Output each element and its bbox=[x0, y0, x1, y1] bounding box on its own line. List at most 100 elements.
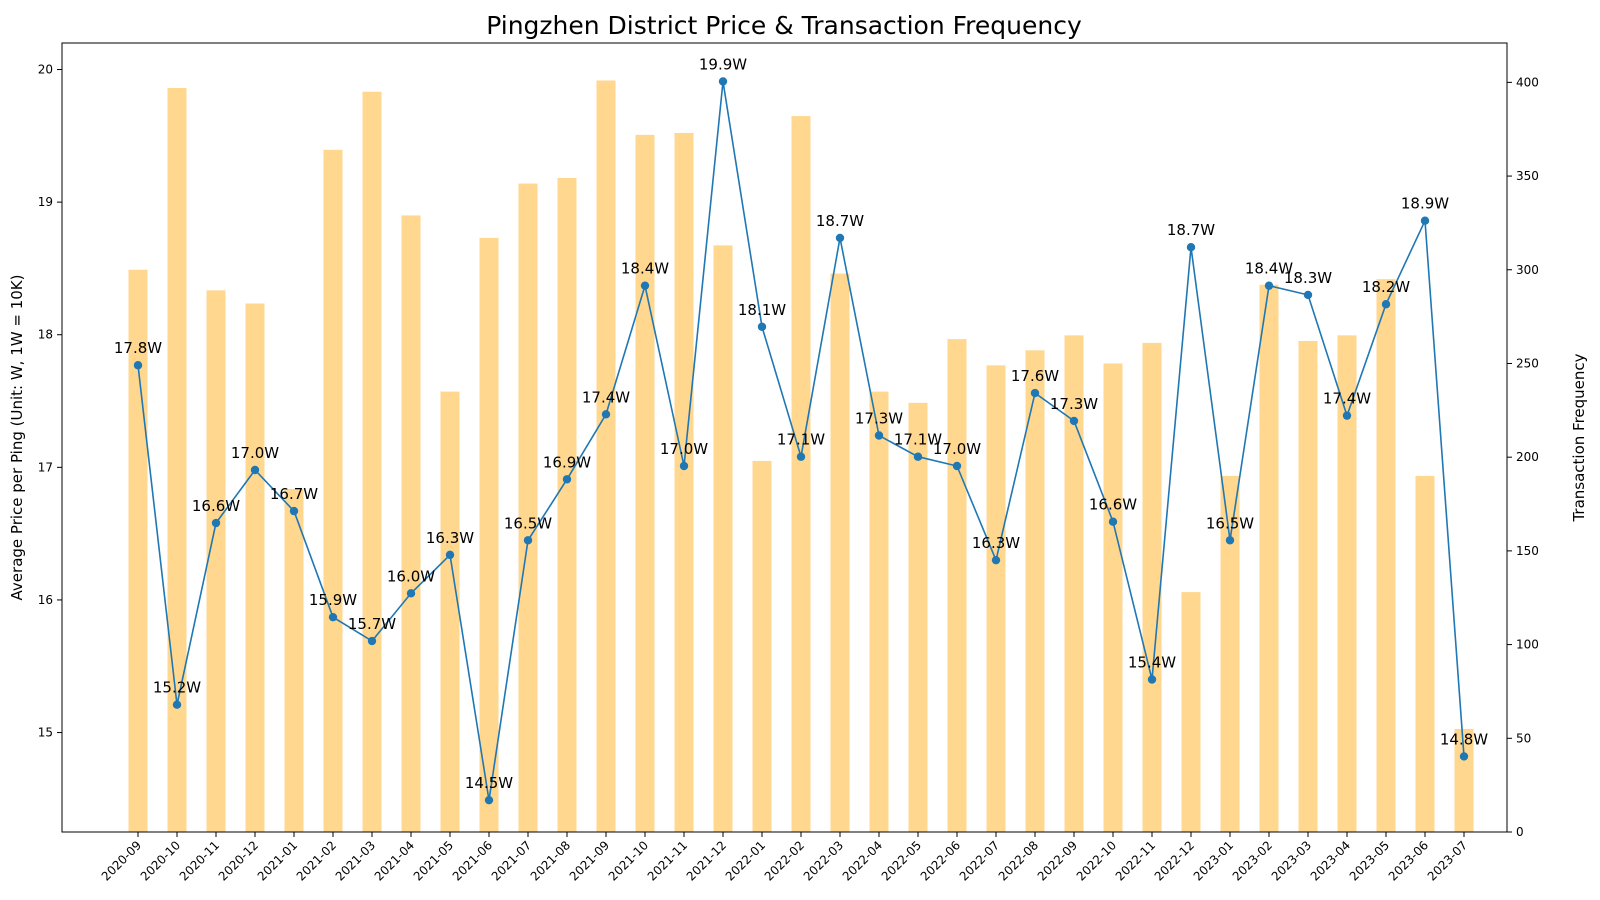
price-point bbox=[1225, 536, 1235, 545]
price-data-label: 18.4W bbox=[621, 260, 669, 278]
frequency-bar bbox=[1064, 335, 1084, 832]
left-axis-tick-label: 17 bbox=[38, 460, 53, 474]
right-axis-tick-label: 300 bbox=[1516, 263, 1539, 277]
frequency-bar bbox=[557, 177, 577, 833]
price-point bbox=[1264, 281, 1274, 290]
price-point bbox=[445, 550, 455, 560]
x-axis-tick-label: 2020-09 bbox=[99, 838, 144, 883]
frequency-bar bbox=[1220, 475, 1240, 832]
frequency-bar bbox=[479, 237, 499, 833]
price-data-label: 17.0W bbox=[231, 444, 279, 462]
price-data-label: 15.2W bbox=[153, 679, 201, 697]
price-point bbox=[367, 636, 377, 646]
right-axis-tick-label: 150 bbox=[1516, 544, 1539, 558]
frequency-bar bbox=[1142, 342, 1162, 832]
price-point bbox=[952, 461, 962, 471]
price-data-label: 16.3W bbox=[972, 534, 1020, 552]
price-data-label: 17.8W bbox=[114, 339, 162, 357]
price-point bbox=[1108, 517, 1118, 526]
price-point bbox=[289, 506, 299, 516]
price-data-label: 18.1W bbox=[738, 301, 786, 319]
frequency-bar bbox=[908, 402, 928, 832]
x-axis-tick-label: 2022-08 bbox=[996, 838, 1041, 883]
price-data-label: 17.1W bbox=[777, 431, 825, 449]
price-point bbox=[1459, 752, 1469, 761]
price-point bbox=[991, 555, 1001, 565]
right-axis-tick-label: 400 bbox=[1516, 75, 1539, 89]
x-axis-tick-label: 2021-01 bbox=[255, 838, 300, 883]
x-axis-tick-label: 2022-05 bbox=[879, 838, 924, 883]
price-data-label: 16.5W bbox=[1206, 514, 1254, 532]
right-axis-tick-label: 200 bbox=[1516, 450, 1539, 464]
frequency-bar bbox=[1337, 335, 1357, 832]
x-axis-tick-label: 2022-09 bbox=[1035, 838, 1080, 883]
left-axis-tick-label: 18 bbox=[38, 328, 53, 342]
y-axis-label-right: Transaction Frequency bbox=[1570, 353, 1588, 522]
price-point bbox=[835, 233, 845, 243]
price-point bbox=[679, 461, 689, 471]
x-axis-tick-label: 2021-03 bbox=[333, 838, 378, 883]
x-axis-tick-label: 2022-01 bbox=[723, 838, 768, 883]
price-data-label: 15.4W bbox=[1128, 654, 1176, 672]
plot-frame bbox=[61, 42, 1508, 833]
right-axis-tick-label: 250 bbox=[1516, 356, 1539, 370]
price-data-label: 16.0W bbox=[387, 567, 435, 585]
price-data-label: 17.3W bbox=[855, 410, 903, 428]
x-axis-tick-label: 2020-10 bbox=[138, 838, 183, 883]
price-data-label: 16.6W bbox=[192, 497, 240, 515]
frequency-bar bbox=[284, 489, 304, 832]
price-point bbox=[1069, 416, 1079, 426]
price-data-label: 18.9W bbox=[1401, 195, 1449, 213]
price-data-label: 16.3W bbox=[426, 529, 474, 547]
frequency-bar bbox=[1025, 350, 1045, 832]
frequency-bar bbox=[869, 391, 889, 832]
x-axis-tick-label: 2021-12 bbox=[684, 838, 729, 883]
price-data-label: 18.4W bbox=[1245, 260, 1293, 278]
y-axis-label-left: Average Price per Ping (Unit: W, 1W = 10… bbox=[8, 275, 26, 601]
x-axis-tick-label: 2023-01 bbox=[1191, 838, 1236, 883]
right-axis-tick-label: 0 bbox=[1516, 825, 1524, 839]
left-axis: 15 16 17 18 19 20 bbox=[38, 63, 62, 740]
price-data-label: 18.3W bbox=[1284, 269, 1332, 287]
frequency-bar bbox=[206, 290, 226, 832]
frequency-bar bbox=[986, 365, 1006, 832]
x-axis-tick-label: 2021-06 bbox=[450, 838, 495, 883]
x-axis-tick-label: 2022-02 bbox=[762, 838, 807, 883]
frequency-bar bbox=[362, 91, 382, 833]
x-axis-tick-label: 2023-03 bbox=[1269, 838, 1314, 883]
frequency-bar bbox=[1259, 284, 1279, 832]
x-axis-tick-label: 2022-06 bbox=[918, 838, 963, 883]
price-point bbox=[796, 452, 806, 461]
frequency-bar bbox=[713, 245, 733, 832]
price-point bbox=[250, 465, 260, 475]
price-data-label: 16.5W bbox=[504, 514, 552, 532]
price-data-label: 17.4W bbox=[1323, 390, 1371, 408]
price-data-label: 17.0W bbox=[933, 440, 981, 458]
price-point bbox=[328, 612, 338, 622]
frequency-bar bbox=[1454, 728, 1474, 832]
right-axis-tick-label: 100 bbox=[1516, 638, 1539, 652]
x-axis-tick-label: 2020-11 bbox=[177, 838, 222, 883]
frequency-bar bbox=[830, 273, 850, 832]
frequency-bar bbox=[518, 183, 538, 832]
price-data-label: 17.3W bbox=[1050, 395, 1098, 413]
price-point bbox=[211, 518, 221, 528]
frequency-bar bbox=[440, 391, 460, 832]
price-point bbox=[172, 700, 182, 709]
right-axis-tick-label: 350 bbox=[1516, 169, 1539, 183]
price-data-label: 19.9W bbox=[699, 55, 747, 73]
price-point bbox=[562, 475, 572, 484]
x-axis-tick-label: 2022-07 bbox=[957, 838, 1002, 883]
frequency-bar bbox=[323, 149, 343, 833]
frequency-bar bbox=[167, 87, 187, 832]
price-data-label: 14.8W bbox=[1440, 730, 1488, 748]
frequency-bar bbox=[1103, 363, 1123, 832]
left-axis-tick-label: 16 bbox=[38, 593, 53, 607]
price-data-label: 17.4W bbox=[582, 388, 630, 406]
price-data-label: 16.7W bbox=[270, 485, 318, 503]
price-data-label: 18.2W bbox=[1362, 278, 1410, 296]
x-axis: 2020-092020-102020-112020-122021-012021-… bbox=[99, 832, 1470, 884]
frequency-bar bbox=[245, 303, 265, 832]
price-data-label: 16.9W bbox=[543, 453, 591, 471]
